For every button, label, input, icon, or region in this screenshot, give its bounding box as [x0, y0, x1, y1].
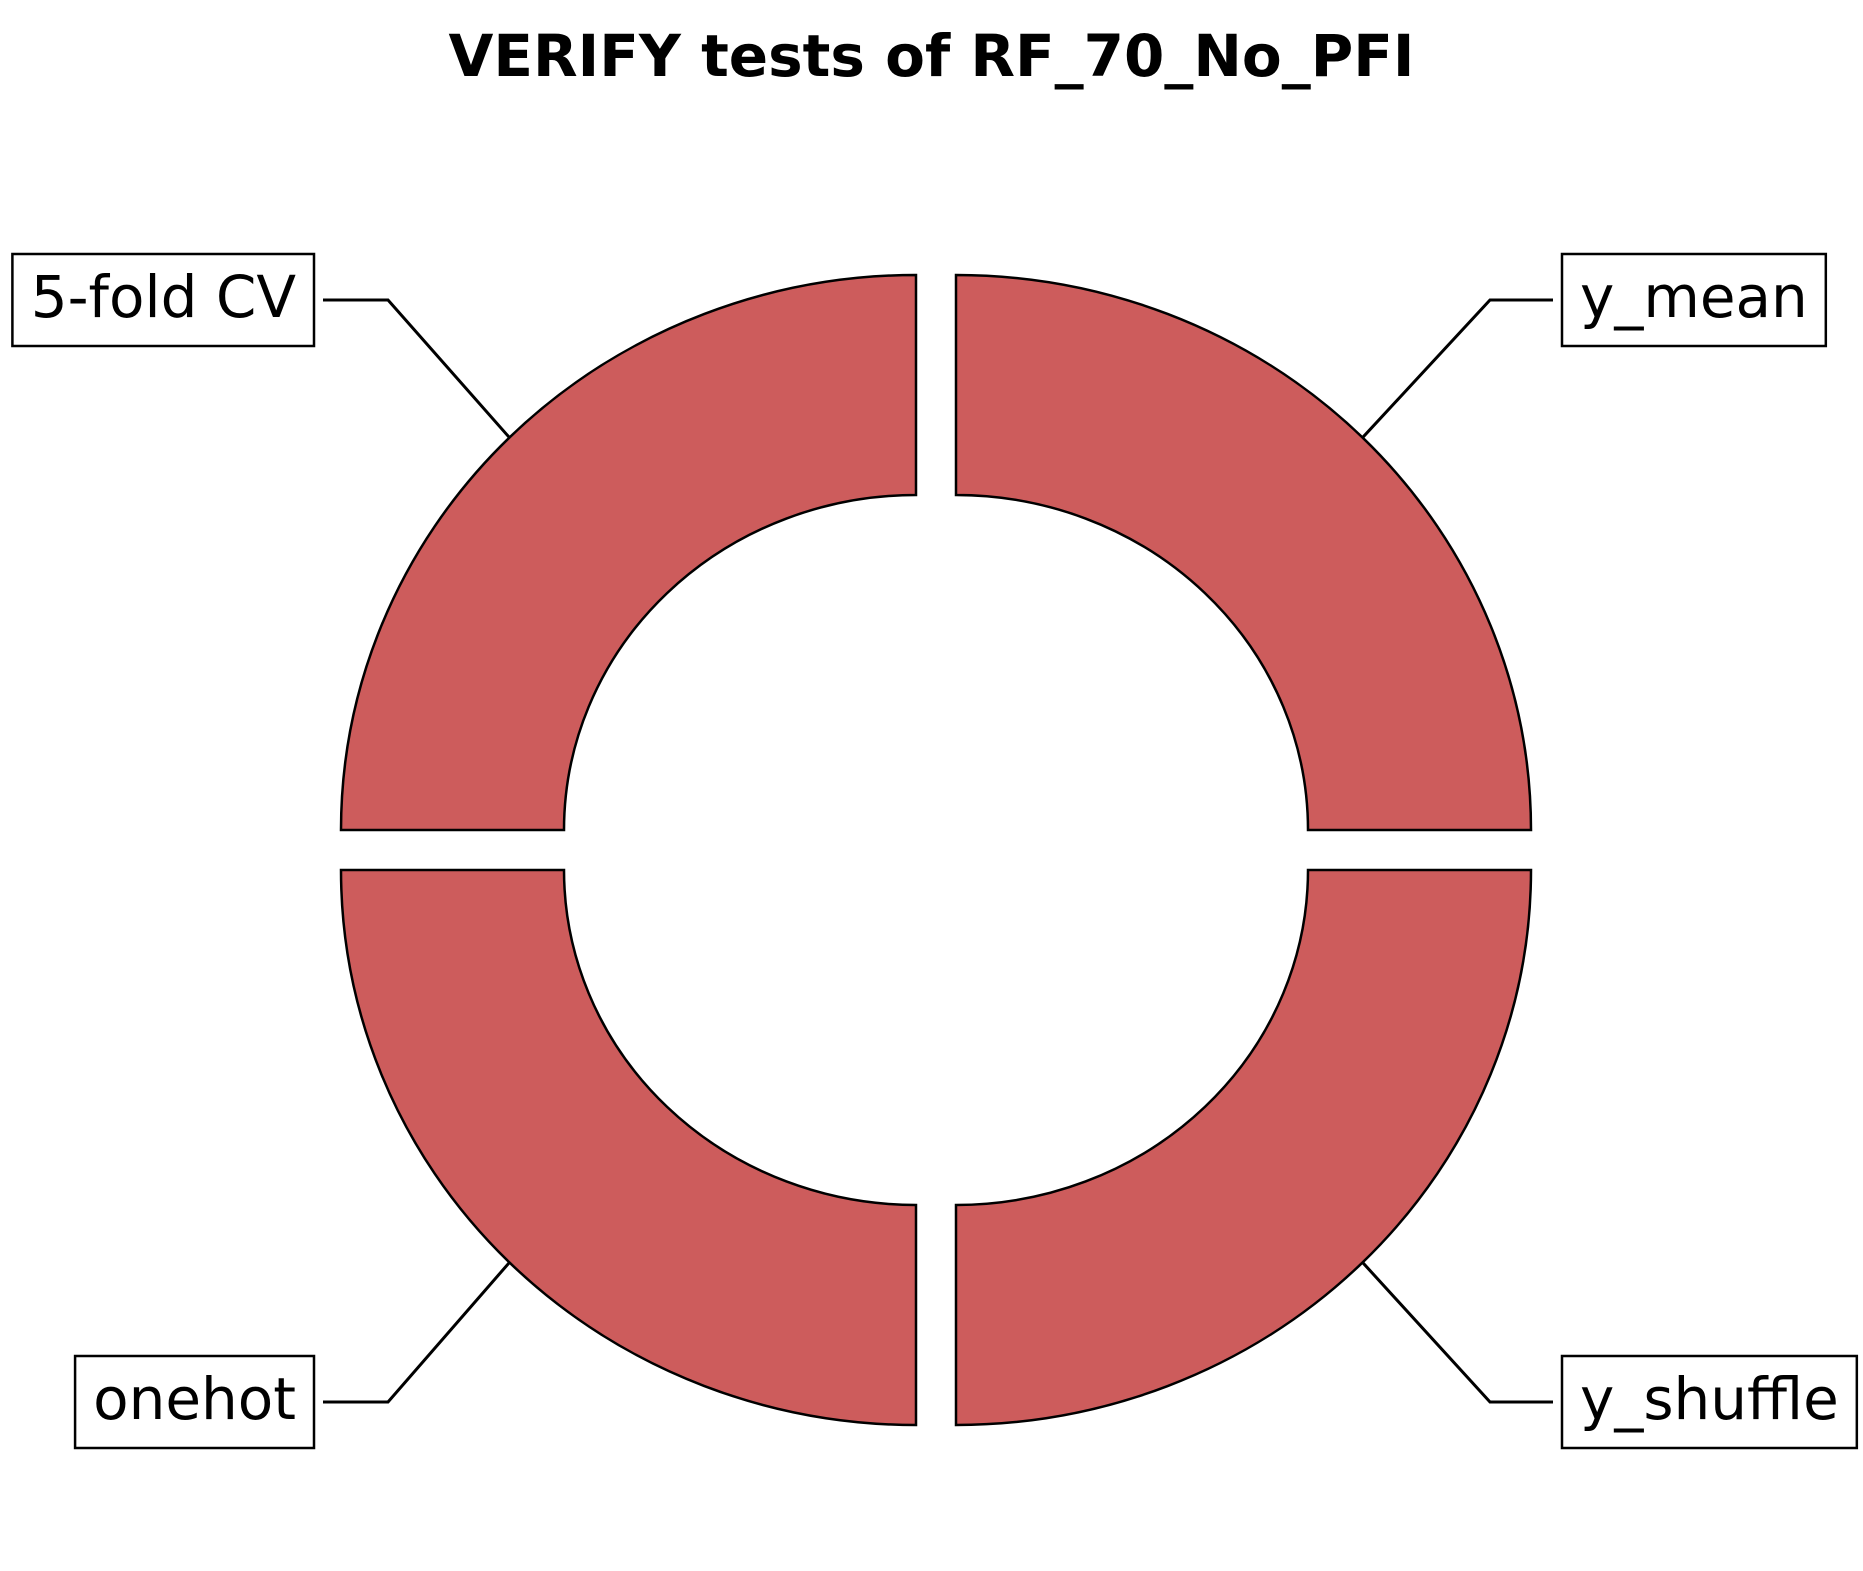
- slice-label: y_mean: [1560, 252, 1828, 348]
- slice-y-mean: [954, 273, 1533, 832]
- leader-line: [323, 298, 511, 439]
- slice-label: 5-fold CV: [11, 252, 316, 348]
- slice-label: onehot: [73, 1354, 316, 1450]
- labels-layer: y_mean y_shuffle onehot 5-fold CV: [11, 252, 1859, 1450]
- slice-label-text: 5-fold CV: [31, 263, 297, 331]
- slice-5-fold-cv: [339, 273, 918, 832]
- chart-title: VERIFY tests of RF_70_No_PFI: [448, 22, 1415, 90]
- slice-label-text: y_shuffle: [1580, 1365, 1839, 1433]
- slice-onehot: [339, 868, 918, 1427]
- leader-line: [323, 1261, 511, 1404]
- slice-label-text: onehot: [93, 1365, 296, 1433]
- label-box: [1560, 1354, 1859, 1450]
- label-box: [11, 252, 316, 348]
- label-box: [73, 1354, 316, 1450]
- slice-label: y_shuffle: [1560, 1354, 1859, 1450]
- leader-line: [1361, 1261, 1553, 1404]
- slice-label-text: y_mean: [1580, 263, 1808, 331]
- slice-y-shuffle: [954, 868, 1533, 1427]
- slices-layer: [339, 273, 1533, 1427]
- leader-line: [1361, 298, 1553, 439]
- label-box: [1560, 252, 1828, 348]
